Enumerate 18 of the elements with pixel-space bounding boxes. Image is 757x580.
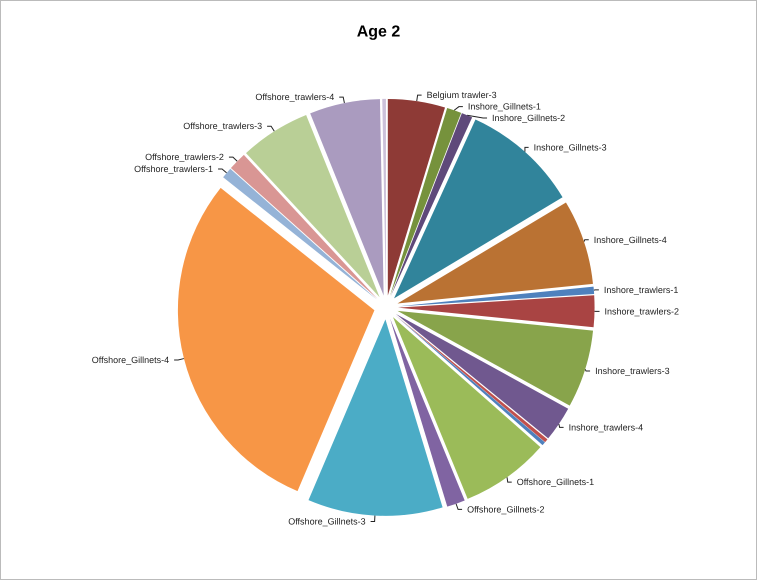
slice-label: Offshore_Gillnets-2 bbox=[467, 504, 544, 514]
slice-label: Offshore_trawlers-2 bbox=[145, 152, 224, 162]
slice-label: Belgium trawler-3 bbox=[426, 90, 497, 100]
slice-label: Offshore_Gillnets-1 bbox=[516, 477, 594, 488]
slice-label: Offshore_trawlers-1 bbox=[134, 164, 214, 174]
slice-label: Inshore_trawlers-4 bbox=[568, 422, 644, 432]
slice-label: Inshore_trawlers-3 bbox=[595, 366, 670, 376]
slice-label: Inshore_Gillnets-1 bbox=[468, 102, 541, 112]
slice-label: Offshore_Gillnets-3 bbox=[288, 516, 366, 527]
slice-label: Offshore_trawlers-4 bbox=[255, 92, 334, 102]
slice-label: Inshore_trawlers-1 bbox=[604, 284, 678, 295]
slice-label: Inshore_trawlers-2 bbox=[604, 306, 680, 316]
slice-label: Inshore_Gillnets-3 bbox=[534, 142, 607, 152]
slice-label: Inshore_Gillnets-4 bbox=[594, 234, 667, 245]
chart-title: Age 2 bbox=[356, 24, 400, 40]
slice-label: Offshore_Gillnets-4 bbox=[92, 355, 170, 366]
slice-label: Inshore_Gillnets-2 bbox=[492, 112, 566, 123]
slice-label: Offshore_trawlers-3 bbox=[183, 121, 262, 132]
